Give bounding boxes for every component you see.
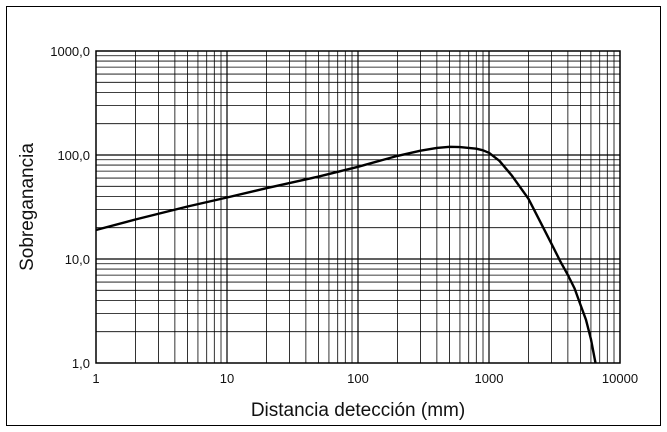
series-line: [95, 145, 597, 364]
tick-labels: 1 10 100 1000 10000 1,0 10,0 100,0 1000,0: [50, 44, 638, 386]
series-layer: [95, 145, 597, 364]
x-tick-label: 1: [92, 371, 99, 386]
y-tick-label: 1000,0: [50, 44, 90, 59]
x-tick-label: 100: [347, 371, 369, 386]
y-tick-label: 100,0: [57, 148, 90, 163]
x-tick-label: 1000: [475, 371, 504, 386]
x-axis-label: Distancia detección (mm): [251, 400, 465, 421]
y-tick-label: 10,0: [65, 252, 90, 267]
x-tick-label: 10: [220, 371, 234, 386]
chart-frame: 1 10 100 1000 10000 1,0 10,0 100,0 1000,0 Distan…: [6, 6, 661, 426]
chart: 1 10 100 1000 10000 1,0 10,0 100,0 1000,0 Distan…: [17, 44, 638, 421]
y-tick-label: 1,0: [72, 356, 90, 371]
grid: [96, 51, 620, 363]
y-axis-label: Sobreganancia: [17, 143, 38, 271]
plot-border: [95, 50, 621, 364]
x-tick-label: 10000: [602, 371, 638, 386]
